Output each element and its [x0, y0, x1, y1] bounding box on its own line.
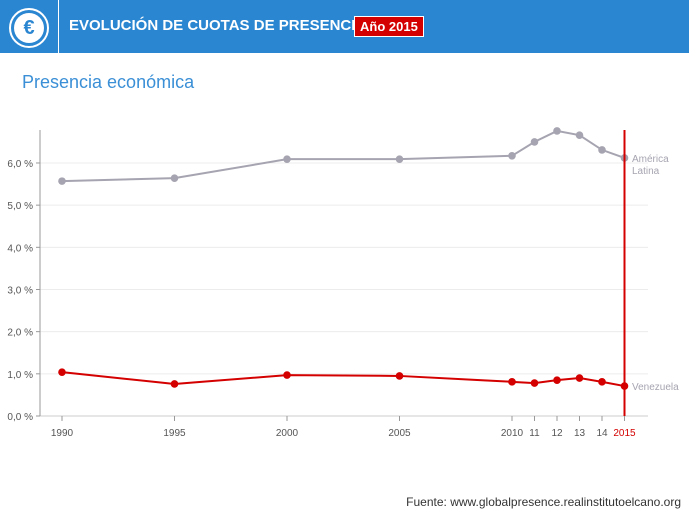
- series-label: Latina: [632, 166, 660, 177]
- y-tick-label: 3,0 %: [7, 285, 33, 296]
- data-point: [575, 131, 584, 139]
- data-point: [575, 374, 584, 382]
- data-point: [598, 146, 606, 154]
- y-tick-label: 5,0 %: [7, 201, 33, 212]
- series-label: América: [632, 154, 669, 165]
- header-bar: € EVOLUCIÓN DE CUOTAS DE PRESENCIA Año 2…: [0, 0, 689, 53]
- x-tick-label: 13: [574, 428, 586, 439]
- data-point: [508, 378, 516, 386]
- data-point: [395, 155, 404, 163]
- data-point: [553, 127, 561, 135]
- source-note: Fuente: www.globalpresence.realinstituto…: [406, 495, 681, 509]
- data-point: [508, 152, 516, 160]
- series-line-1: [61, 371, 625, 388]
- year-badge: Año 2015: [354, 16, 424, 37]
- euro-icon: €: [0, 0, 59, 53]
- header-title: EVOLUCIÓN DE CUOTAS DE PRESENCIA: [69, 17, 367, 34]
- data-point: [530, 138, 539, 146]
- data-point: [598, 378, 606, 386]
- x-tick-label: 2015: [613, 428, 636, 439]
- data-point: [395, 372, 404, 380]
- y-tick-label: 6,0 %: [7, 159, 33, 170]
- series-line-0: [61, 129, 625, 183]
- data-point: [530, 379, 539, 387]
- series-label: Venezuela: [632, 382, 679, 393]
- x-tick-label: 11: [529, 428, 540, 439]
- y-tick-label: 0,0 %: [7, 412, 33, 423]
- data-point: [58, 368, 66, 376]
- x-tick-label: 1995: [163, 428, 186, 439]
- x-tick-label: 14: [596, 428, 608, 439]
- y-tick-label: 1,0 %: [7, 370, 33, 381]
- y-tick-label: 2,0 %: [7, 328, 33, 339]
- data-point: [283, 155, 291, 163]
- x-tick-label: 2000: [276, 428, 299, 439]
- data-point: [170, 174, 179, 182]
- x-tick-label: 1990: [51, 428, 74, 439]
- data-point: [553, 376, 561, 384]
- x-tick-label: 2010: [501, 428, 524, 439]
- data-point: [170, 380, 179, 388]
- x-tick-label: 2005: [388, 428, 411, 439]
- data-point: [283, 371, 291, 379]
- x-tick-label: 12: [551, 428, 563, 439]
- chart-subtitle: Presencia económica: [22, 72, 195, 92]
- data-point: [58, 177, 66, 185]
- y-tick-label: 4,0 %: [7, 243, 33, 254]
